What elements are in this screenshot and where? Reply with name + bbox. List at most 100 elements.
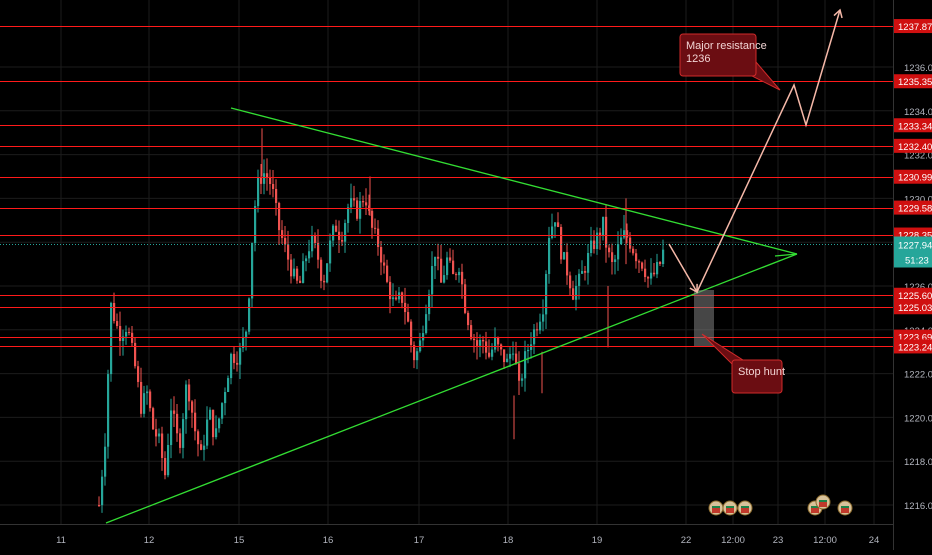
event-marker-band	[819, 500, 827, 502]
candle-body	[128, 332, 130, 333]
candle-body	[296, 269, 298, 281]
candle-body	[416, 351, 418, 360]
event-marker-icon[interactable]	[709, 501, 723, 515]
candle-body	[314, 235, 316, 243]
candle-body	[605, 217, 607, 248]
candle-body	[275, 189, 277, 203]
candle-body	[644, 269, 646, 277]
candle-body	[476, 340, 478, 346]
candle-body	[431, 266, 433, 294]
candle-body	[569, 275, 571, 288]
candle-body	[635, 253, 637, 261]
candle-body	[227, 378, 229, 392]
price-level-label: 1230.99	[898, 173, 932, 184]
candle-body	[98, 505, 100, 506]
candle-body	[317, 243, 319, 260]
candle-body	[656, 262, 658, 274]
candle-body	[230, 354, 232, 378]
candle-body	[170, 410, 172, 445]
candle-body	[401, 292, 403, 303]
candle-body	[389, 282, 391, 299]
candle-body	[260, 178, 262, 184]
candle-body	[440, 259, 442, 283]
candle-body	[185, 384, 187, 419]
candle-body	[299, 281, 301, 283]
event-marker-band	[841, 506, 849, 508]
candle-body	[326, 263, 328, 282]
major-resistance-callout-text: 1236	[686, 53, 710, 65]
candle-body	[548, 238, 550, 274]
candle-body	[197, 431, 199, 444]
candle-body	[470, 325, 472, 339]
time-axis-tick-label: 19	[592, 535, 603, 546]
event-marker-band	[726, 506, 734, 508]
candle-body	[563, 252, 565, 259]
candle-body	[641, 263, 643, 269]
candle-body	[371, 211, 373, 228]
candle-body	[446, 257, 448, 275]
price-axis-tick-label: 1234.00	[904, 107, 932, 118]
candle-body	[461, 272, 463, 284]
candle-body	[278, 203, 280, 230]
candle-body	[422, 333, 424, 340]
candle-body	[491, 350, 493, 357]
candle-body	[494, 338, 496, 350]
candle-body	[293, 269, 295, 277]
candle-body	[353, 198, 355, 200]
stop-hunt-zone[interactable]	[694, 290, 714, 346]
candle-body	[434, 257, 436, 266]
candle-body	[497, 338, 499, 344]
candle-body	[428, 294, 430, 314]
event-marker-icon[interactable]	[723, 501, 737, 515]
candle-body	[617, 244, 619, 259]
candle-body	[329, 241, 331, 264]
candle-body	[101, 477, 103, 506]
price-level-label: 1223.24	[898, 342, 932, 353]
price-axis-tick-label: 1222.00	[904, 370, 932, 381]
price-level-label: 1225.03	[898, 303, 932, 314]
candle-body	[233, 354, 235, 363]
candle-body	[647, 277, 649, 278]
event-marker-icon[interactable]	[838, 501, 852, 515]
candle-body	[335, 226, 337, 232]
candle-body	[557, 222, 559, 227]
candle-body	[608, 248, 610, 253]
candle-body	[485, 341, 487, 352]
candle-body	[662, 250, 664, 264]
candle-body	[455, 274, 457, 275]
candle-body	[506, 359, 508, 362]
stop-hunt-callout-text: Stop hunt	[738, 366, 785, 378]
candle-body	[521, 378, 523, 380]
candle-body	[254, 206, 256, 243]
candle-body	[479, 340, 481, 346]
candle-body	[302, 261, 304, 283]
candle-body	[380, 247, 382, 262]
event-marker-icon[interactable]	[816, 495, 830, 509]
candle-body	[575, 286, 577, 300]
major-resistance-callout-text: Major resistance	[686, 40, 767, 52]
price-level-label: 1229.58	[898, 204, 932, 215]
candle-body	[533, 329, 535, 344]
candle-body	[518, 364, 520, 381]
candle-body	[512, 354, 514, 355]
candle-body	[545, 274, 547, 314]
candle-body	[578, 274, 580, 286]
candle-body	[113, 303, 115, 321]
candle-body	[164, 458, 166, 475]
price-level-label: 1233.34	[898, 121, 932, 132]
candle-body	[266, 173, 268, 177]
candle-body	[110, 303, 112, 374]
price-level-label: 1235.35	[898, 77, 932, 88]
candle-body	[458, 272, 460, 275]
candle-body	[536, 329, 538, 330]
event-marker-icon[interactable]	[738, 501, 752, 515]
candle-body	[152, 408, 154, 429]
candle-body	[488, 353, 490, 357]
candle-body	[566, 252, 568, 275]
candle-body	[167, 445, 169, 475]
candle-body	[413, 345, 415, 360]
candle-body	[146, 392, 148, 394]
